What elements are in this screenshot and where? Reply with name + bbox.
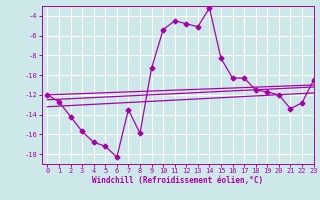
X-axis label: Windchill (Refroidissement éolien,°C): Windchill (Refroidissement éolien,°C)	[92, 176, 263, 185]
